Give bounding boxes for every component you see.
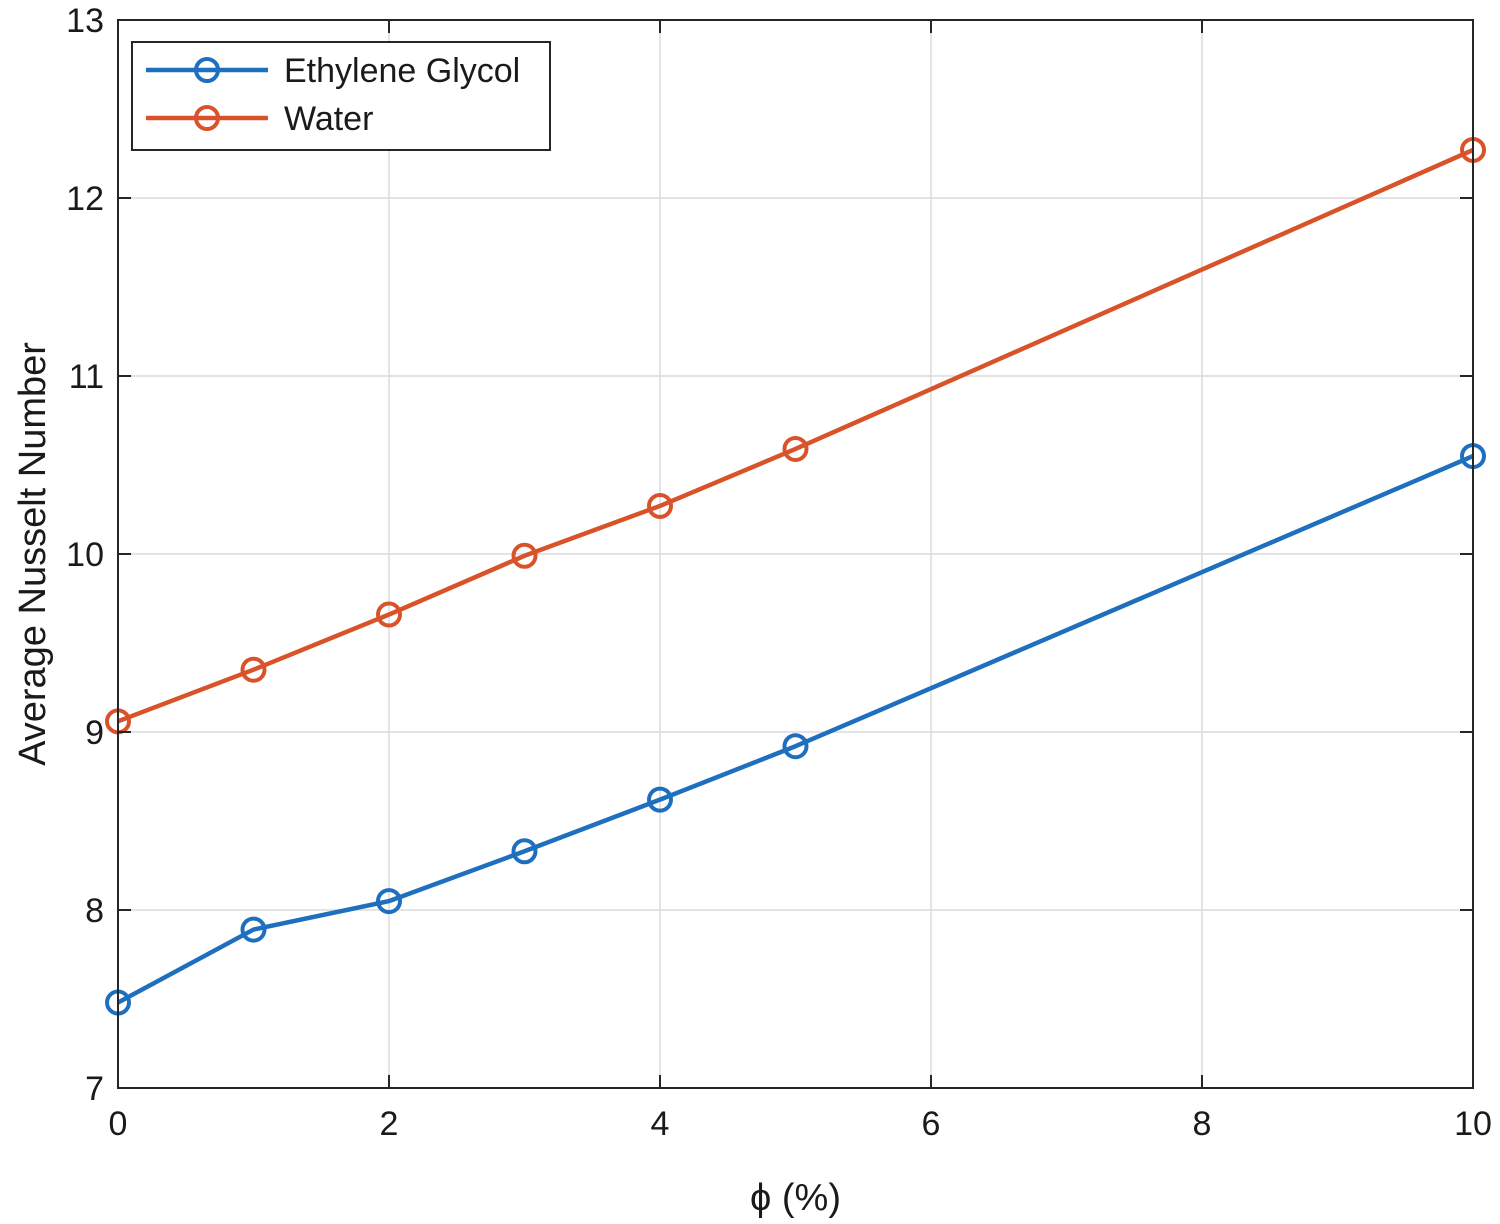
grid <box>117 19 1474 1089</box>
legend-entry-label: Ethylene Glycol <box>284 52 520 90</box>
y-tick-label: 10 <box>66 536 104 574</box>
data-point-ethylene-glycol <box>647 786 673 813</box>
series-line-ethylene-glycol <box>116 454 1474 1005</box>
series-line-water <box>117 147 1474 724</box>
series-layer <box>105 136 1486 1016</box>
y-tick-label: 7 <box>85 1070 104 1108</box>
data-point-water <box>782 435 809 462</box>
axis-ticks <box>117 19 1474 1089</box>
y-tick-label: 11 <box>69 358 104 396</box>
y-tick-label: 12 <box>66 180 104 218</box>
legend: Ethylene Glycol Water <box>131 41 551 151</box>
data-point-ethylene-glycol <box>376 888 402 915</box>
x-tick-label: 10 <box>1454 1105 1492 1143</box>
y-tick-label: 13 <box>66 2 104 40</box>
y-tick-label: 8 <box>85 892 104 930</box>
y-tick-labels: 7 8 9 10 11 12 13 <box>66 2 104 1108</box>
data-point-water <box>376 601 402 628</box>
x-tick-label: 8 <box>1193 1105 1212 1143</box>
y-axis-label: Average Nusselt Number <box>12 342 54 766</box>
data-point-ethylene-glycol <box>240 916 267 943</box>
x-tick-label: 6 <box>922 1105 941 1143</box>
data-point-water <box>647 492 673 519</box>
x-tick-label: 2 <box>380 1105 399 1143</box>
x-axis-label: ϕ (%) <box>750 1177 841 1219</box>
legend-entry-label: Water <box>284 100 373 138</box>
data-point-ethylene-glycol <box>782 733 809 760</box>
data-point-water <box>240 656 267 683</box>
legend-marker <box>194 105 220 131</box>
data-point-water <box>511 542 538 569</box>
x-tick-label: 4 <box>651 1105 670 1143</box>
data-point-ethylene-glycol <box>511 838 538 865</box>
legend-marker <box>194 57 220 83</box>
x-tick-label: 0 <box>109 1105 128 1143</box>
y-tick-label: 9 <box>85 714 104 752</box>
x-tick-labels: 0 2 4 6 8 10 <box>109 1105 1492 1143</box>
